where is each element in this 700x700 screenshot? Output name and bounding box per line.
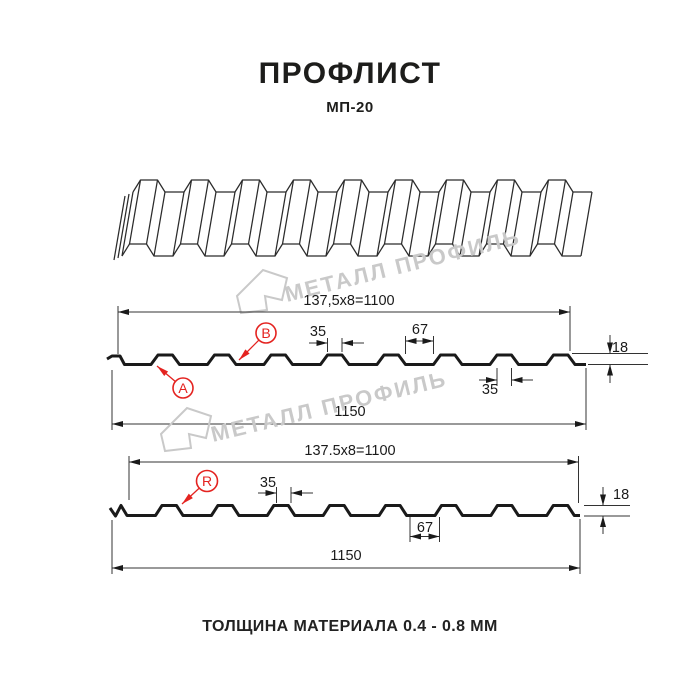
- callout-labels: A B R: [156, 322, 277, 505]
- profile-3d-view: [113, 179, 593, 261]
- dimension-label: 18: [612, 340, 628, 356]
- watermark-logo-bottom: МЕТАЛЛ ПРОФИЛЬ: [159, 366, 450, 453]
- dimension-label: 1150: [330, 548, 361, 564]
- dimension-label: 35: [260, 475, 276, 491]
- callout-r: R: [181, 469, 219, 505]
- callout-letter: R: [202, 473, 212, 489]
- dimension-label: 18: [613, 487, 629, 503]
- cross-section-front: [106, 353, 586, 366]
- metall-profil-logo-icon: [235, 268, 289, 315]
- dimensions-reverse: 137.5x8=1100 35 67 18 1150: [111, 443, 630, 574]
- watermark-text: МЕТАЛЛ ПРОФИЛЬ: [208, 366, 449, 447]
- dimension-label: 35: [482, 382, 498, 398]
- callout-b: B: [238, 322, 277, 361]
- dimension-label: 67: [412, 322, 428, 338]
- dimension-label: 67: [417, 520, 433, 536]
- callout-letter: B: [261, 325, 270, 341]
- metall-profil-logo-icon: [159, 406, 213, 453]
- page-title: ПРОФЛИСТ: [258, 57, 442, 90]
- page-subtitle: МП-20: [326, 99, 374, 116]
- dimension-label: 35: [310, 324, 326, 340]
- dimension-label: 137,5x8=1100: [303, 293, 394, 309]
- callout-letter: A: [178, 380, 188, 396]
- callout-a: A: [156, 365, 194, 399]
- footer-note: ТОЛЩИНА МАТЕРИАЛА 0.4 - 0.8 ММ: [202, 618, 498, 635]
- dimension-label: 1150: [334, 404, 365, 420]
- dimension-label: 137.5x8=1100: [304, 443, 395, 459]
- dimensions-front: 137,5x8=1100 35 67 18 35 1150: [111, 293, 648, 430]
- cross-section-reverse: [108, 504, 580, 518]
